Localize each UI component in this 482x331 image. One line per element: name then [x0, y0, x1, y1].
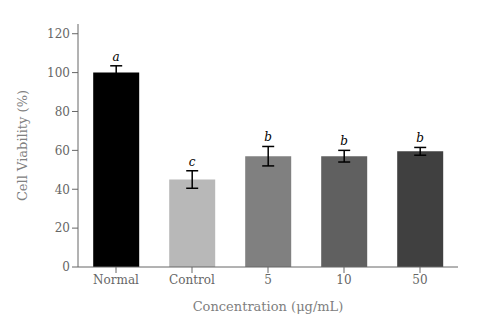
svg-text:100: 100	[47, 66, 70, 80]
svg-text:Concentration (μg/mL): Concentration (μg/mL)	[193, 299, 344, 314]
svg-text:Control: Control	[169, 273, 215, 287]
svg-text:50: 50	[412, 273, 427, 287]
svg-text:c: c	[189, 155, 196, 169]
svg-text:0: 0	[62, 260, 70, 274]
svg-text:10: 10	[336, 273, 351, 287]
svg-text:Cell Viability (%): Cell Viability (%)	[15, 90, 30, 201]
svg-text:20: 20	[55, 221, 70, 235]
svg-text:b: b	[416, 131, 424, 145]
svg-text:b: b	[264, 130, 272, 144]
svg-text:Normal: Normal	[93, 273, 139, 287]
svg-text:60: 60	[55, 144, 70, 158]
svg-text:b: b	[340, 134, 348, 148]
svg-text:80: 80	[55, 105, 70, 119]
svg-text:5: 5	[264, 273, 272, 287]
svg-text:120: 120	[47, 27, 70, 41]
svg-text:40: 40	[55, 183, 70, 197]
svg-text:a: a	[113, 50, 120, 64]
